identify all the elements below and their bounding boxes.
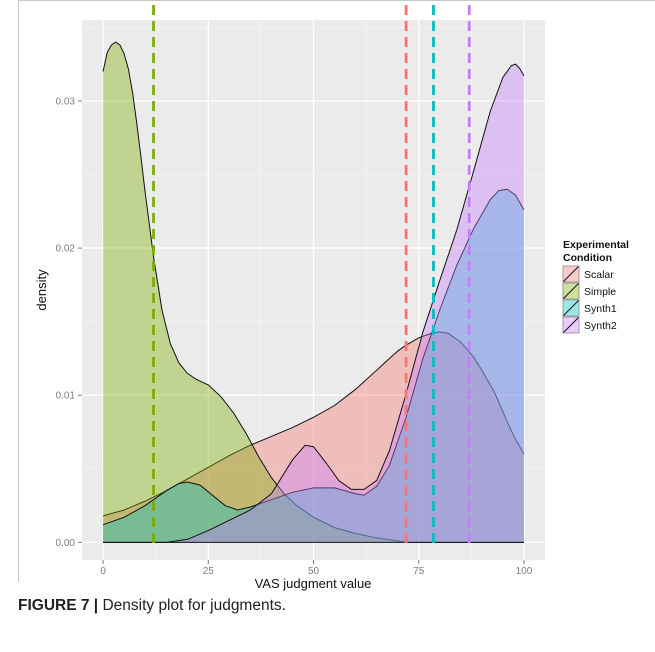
y-tick-label: 0.03 xyxy=(56,96,76,107)
caption-label: FIGURE 7 | xyxy=(18,597,99,614)
density-curve-synth2 xyxy=(103,63,525,543)
x-tick-label: 25 xyxy=(203,566,215,577)
legend: Experimental Condition Scalar Simple Synth… xyxy=(562,239,632,334)
legend-label-scalar: Scalar xyxy=(584,269,614,281)
x-tick-label: 50 xyxy=(308,566,320,577)
y-tick-label: 0.00 xyxy=(56,538,76,549)
legend-label-synth1: Synth1 xyxy=(584,303,617,315)
density-area-simple xyxy=(103,42,524,543)
legend-label-simple: Simple xyxy=(584,286,616,298)
x-axis: 0 25 50 75 100 xyxy=(100,560,533,577)
density-area-synth1 xyxy=(103,189,524,543)
density-curve-scalar xyxy=(102,331,525,517)
y-tick-label: 0.02 xyxy=(56,244,76,255)
density-areas xyxy=(102,41,525,543)
legend-title: Experimental Condition xyxy=(563,239,632,264)
figure-frame-left xyxy=(18,0,19,582)
figure-frame-top xyxy=(18,0,655,1)
x-tick-label: 100 xyxy=(516,566,533,577)
mean-lines xyxy=(152,5,471,545)
legend-label-synth2: Synth2 xyxy=(584,320,617,332)
y-tick-label: 0.01 xyxy=(56,391,76,402)
caption-text: Density plot for judgments. xyxy=(98,597,286,614)
x-tick-label: 75 xyxy=(413,566,425,577)
density-area-scalar xyxy=(103,331,524,543)
legend-key-line-simple xyxy=(563,283,579,299)
density-curve-simple xyxy=(102,41,524,543)
density-curve-synth1 xyxy=(102,188,525,526)
y-axis: 0.00 0.01 0.02 0.03 xyxy=(56,96,82,549)
x-tick-label: 0 xyxy=(100,566,106,577)
x-axis-title: VAS judgment value xyxy=(255,576,372,591)
density-chart: 0.00 0.01 0.02 0.03 0 25 50 75 100 VAS judgment… xyxy=(34,5,632,591)
legend-key-line-scalar xyxy=(563,266,579,282)
y-axis-title: density xyxy=(34,269,49,311)
legend-key-line-synth1 xyxy=(563,300,579,316)
figure-caption: FIGURE 7 | Density plot for judgments. xyxy=(18,597,286,615)
density-area-synth2 xyxy=(103,64,524,543)
legend-key-line-synth2 xyxy=(563,317,579,333)
